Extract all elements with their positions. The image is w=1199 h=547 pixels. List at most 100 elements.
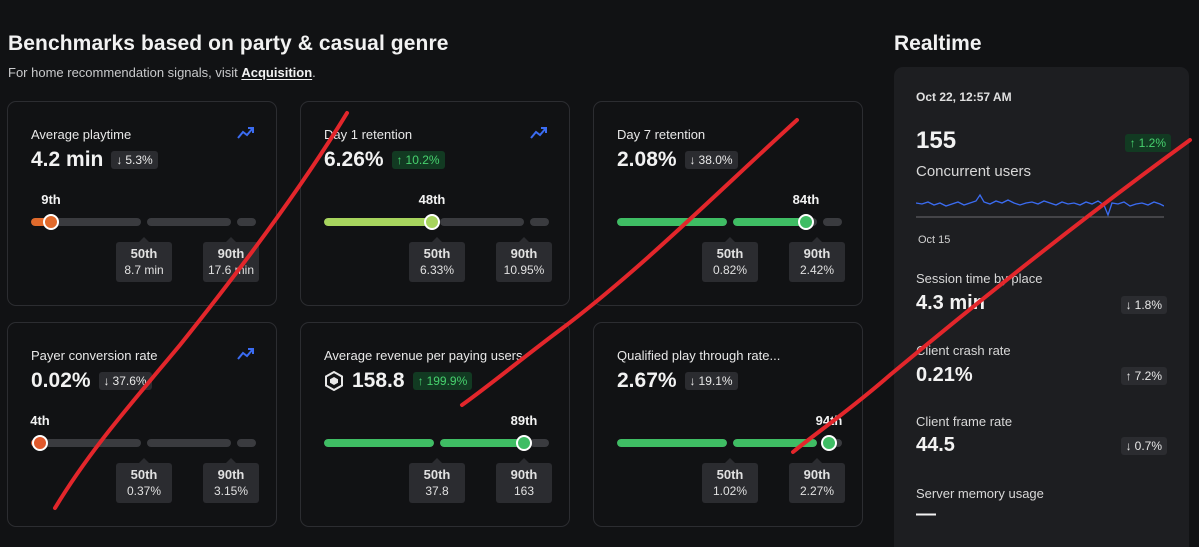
metric-label: Day 7 retention [617, 127, 706, 142]
p90-tooltip: 90th 17.6 min [203, 237, 259, 282]
p90-value: 163 [513, 484, 535, 498]
realtime-panel: Oct 22, 12:57 AM 155 ↑ 1.2% Concurrent u… [894, 67, 1189, 547]
arrow-down-icon: ↓ [116, 153, 123, 167]
percentile-bar: 4th 50th 0.37% 90th 3.15% [30, 413, 259, 513]
change-badge: ↑ 199.9% [412, 372, 473, 390]
percentile-track-segment [147, 218, 231, 226]
p90-tooltip: 90th 10.95% [496, 237, 552, 282]
change-badge: ↑ 10.2% [391, 151, 445, 169]
arrow-down-icon: ↓ [103, 374, 110, 388]
p50-value: 0.82% [712, 263, 748, 277]
p90-value: 17.6 min [207, 263, 255, 277]
metric-value-row: 2.67% ↓ 19.1% [617, 369, 738, 393]
p50-value: 0.37% [126, 484, 162, 498]
arrow-down-icon: ↓ [1125, 439, 1132, 453]
p50-tooltip: 50th 8.7 min [116, 237, 172, 282]
realtime-date: Oct 22, 12:57 AM [916, 90, 1012, 104]
change-text: 37.6% [112, 374, 147, 388]
percentile-marker-dot[interactable] [821, 435, 837, 451]
percentile-track-segment [530, 218, 549, 226]
metric-value: 0.02% [31, 369, 91, 392]
concurrent-users-sparkline[interactable] [916, 189, 1164, 229]
percentile-track-segment [324, 439, 434, 447]
p50-tooltip: 50th 1.02% [702, 458, 758, 503]
percentile-bar: 94th 50th 1.02% 90th 2.27% [617, 413, 845, 513]
p50-value: 6.33% [419, 263, 455, 277]
trend-chart-icon[interactable] [236, 345, 256, 363]
metric-label: Payer conversion rate [31, 348, 158, 363]
day-1-retention-card[interactable]: Day 1 retention 6.26% ↑ 10.2% 48th 50th 6… [300, 101, 570, 306]
p50-tooltip: 50th 0.82% [702, 237, 758, 282]
trend-chart-icon[interactable] [529, 124, 549, 142]
metric-value: 158.8 [352, 369, 405, 392]
percentile-marker-label: 48th [418, 192, 446, 207]
metric-label: Average revenue per paying users [324, 348, 523, 363]
session-time-label: Session time by place [916, 271, 1043, 286]
percentile-track-segment [823, 218, 842, 226]
qualified-play-through-rate-card[interactable]: Qualified play through rate... 2.67% ↓ 19… [593, 322, 863, 527]
client-frame-rate-change-badge: ↓ 0.7% [1120, 437, 1167, 455]
sparkline-start-label: Oct 15 [918, 234, 951, 246]
p90-label: 90th [217, 467, 245, 482]
day-7-retention-card[interactable]: Day 7 retention 2.08% ↓ 38.0% 84th 50th 0… [593, 101, 863, 306]
percentile-marker-label: 9th [41, 192, 61, 207]
metric-value: 4.2 min [31, 148, 104, 171]
metric-value: 2.67% [617, 369, 677, 392]
percentile-track-segment [237, 218, 256, 226]
p50-tooltip: 50th 0.37% [116, 458, 172, 503]
trend-chart-icon[interactable] [236, 124, 256, 142]
percentile-marker-dot[interactable] [32, 435, 48, 451]
client-crash-rate-change-badge: ↑ 7.2% [1120, 367, 1167, 385]
arrow-up-icon: ↑ [1129, 136, 1136, 150]
payer-conversion-rate-card[interactable]: Payer conversion rate 0.02% ↓ 37.6% 4th 5… [7, 322, 277, 527]
server-memory-label: Server memory usage [916, 486, 1044, 501]
percentile-marker-dot[interactable] [43, 214, 59, 230]
p90-value: 10.95% [503, 263, 545, 277]
p90-tooltip: 90th 3.15% [203, 458, 259, 503]
session-time-change-badge: ↓ 1.8% [1120, 296, 1167, 314]
change-text: 1.8% [1134, 298, 1162, 312]
metric-value-row: 2.08% ↓ 38.0% [617, 148, 738, 172]
concurrent-users-label: Concurrent users [916, 163, 1032, 180]
p90-tooltip: 90th 2.27% [789, 458, 845, 503]
acquisition-link[interactable]: Acquisition [241, 65, 313, 80]
percentile-marker-label: 4th [30, 413, 50, 428]
session-time-value: 4.3 min [916, 292, 985, 314]
p90-value: 3.15% [213, 484, 249, 498]
benchmarks-subtitle: For home recommendation signals, visit A… [8, 65, 316, 80]
arrow-down-icon: ↓ [689, 153, 696, 167]
percentile-track-segment [617, 218, 727, 226]
metric-value-row: 4.2 min ↓ 5.3% [31, 148, 158, 172]
benchmarks-title: Benchmarks based on party & casual genre [8, 32, 449, 55]
p50-tooltip: 50th 6.33% [409, 237, 465, 282]
percentile-marker-dot[interactable] [798, 214, 814, 230]
percentile-marker-dot[interactable] [424, 214, 440, 230]
percentile-marker-dot[interactable] [516, 435, 532, 451]
p90-label: 90th [803, 467, 831, 482]
sparkline-series [916, 193, 1164, 217]
p90-label: 90th [803, 246, 831, 261]
percentile-track-segment [237, 439, 256, 447]
p90-label: 90th [217, 246, 245, 261]
arrow-down-icon: ↓ [1125, 298, 1132, 312]
change-badge: ↓ 37.6% [98, 372, 152, 390]
change-badge: ↓ 38.0% [684, 151, 738, 169]
change-text: 19.1% [698, 374, 733, 388]
p90-label: 90th [510, 246, 538, 261]
p50-label: 50th [423, 467, 451, 482]
p50-value: 37.8 [425, 484, 449, 498]
p50-value: 1.02% [712, 484, 748, 498]
client-crash-rate-value: 0.21% [916, 364, 973, 386]
average-playtime-card[interactable]: Average playtime 4.2 min ↓ 5.3% 9th 50th … [7, 101, 277, 306]
metric-label: Average playtime [31, 127, 132, 142]
change-text: 199.9% [426, 374, 468, 388]
p50-label: 50th [130, 246, 158, 261]
percentile-track-segment [733, 439, 817, 447]
arppu-card[interactable]: Average revenue per paying users 158.8 ↑… [300, 322, 570, 527]
p90-label: 90th [510, 467, 538, 482]
p50-label: 50th [716, 246, 744, 261]
change-text: 38.0% [698, 153, 733, 167]
metric-value: 6.26% [324, 148, 384, 171]
change-badge: ↓ 5.3% [111, 151, 158, 169]
change-text: 1.2% [1138, 136, 1166, 150]
